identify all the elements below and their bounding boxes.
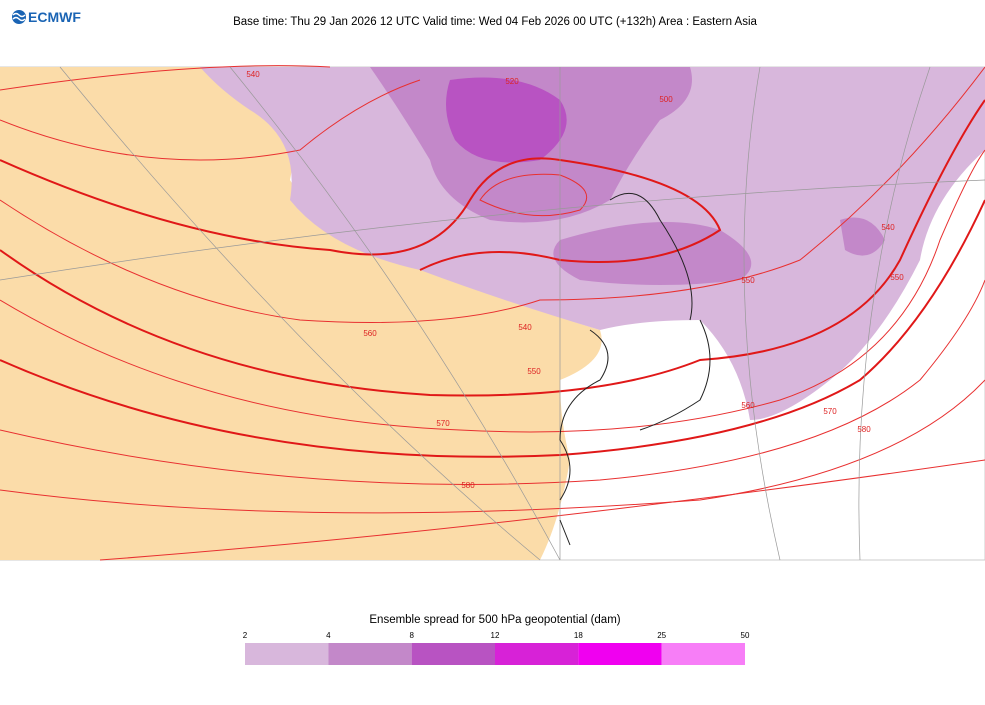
contour-label: 550 (890, 273, 904, 282)
colorbar-tick-label: 2 (243, 631, 248, 640)
logo: ECMWF (12, 9, 81, 25)
legend: Ensemble spread for 500 hPa geopotential… (243, 614, 750, 665)
colorbar-tick-label: 25 (657, 631, 666, 640)
contour-label: 560 (741, 401, 755, 410)
colorbar-segment (411, 643, 495, 665)
colorbar: 2 4 8 12 18 25 50 (243, 631, 750, 665)
colorbar-tick-label: 8 (409, 631, 414, 640)
header-title: Base time: Thu 29 Jan 2026 12 UTC Valid … (233, 16, 757, 28)
spread-8 (446, 77, 567, 163)
contour-label: 540 (881, 223, 895, 232)
contour-label: 500 (659, 95, 673, 104)
colorbar-tick-label: 50 (741, 631, 750, 640)
legend-title: Ensemble spread for 500 hPa geopotential… (369, 614, 620, 626)
graticule (0, 66, 985, 561)
contour-label: 570 (436, 419, 450, 428)
contour-label: 580 (857, 425, 871, 434)
map: 540 520 500 540 540 550 560 570 580 560 570 580 550 5… (0, 65, 985, 561)
spread-low (0, 67, 602, 560)
colorbar-tick-label: 4 (326, 631, 331, 640)
colorbar-tick-label: 18 (574, 631, 583, 640)
contour-label: 540 (246, 70, 260, 79)
colorbar-tick-label: 12 (491, 631, 500, 640)
contour-labels: 540 520 500 540 540 550 560 570 580 560 570 580 550 5… (246, 70, 904, 490)
logo-text: ECMWF (28, 9, 81, 25)
colorbar-segment (661, 643, 745, 665)
contour-label: 550 (527, 367, 541, 376)
colorbar-segment (495, 643, 579, 665)
contours (0, 65, 985, 561)
contour-label: 580 (461, 481, 475, 490)
contour-label: 550 (741, 276, 755, 285)
colorbar-segment (328, 643, 412, 665)
coastline (559, 192, 711, 546)
contour-label: 560 (363, 329, 377, 338)
contour-label: 520 (505, 77, 519, 86)
colorbar-segment (578, 643, 662, 665)
contour-label: 540 (518, 323, 532, 332)
contour-label: 570 (823, 407, 837, 416)
colorbar-segment (245, 643, 329, 665)
